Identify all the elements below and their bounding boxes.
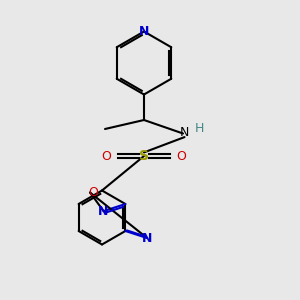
Text: O: O <box>177 149 186 163</box>
Text: N: N <box>180 126 189 140</box>
Text: S: S <box>139 149 149 163</box>
Text: N: N <box>142 232 152 244</box>
Text: H: H <box>195 122 204 135</box>
Text: O: O <box>102 149 111 163</box>
Text: O: O <box>89 186 99 199</box>
Text: N: N <box>139 25 149 38</box>
Text: N: N <box>98 205 109 218</box>
